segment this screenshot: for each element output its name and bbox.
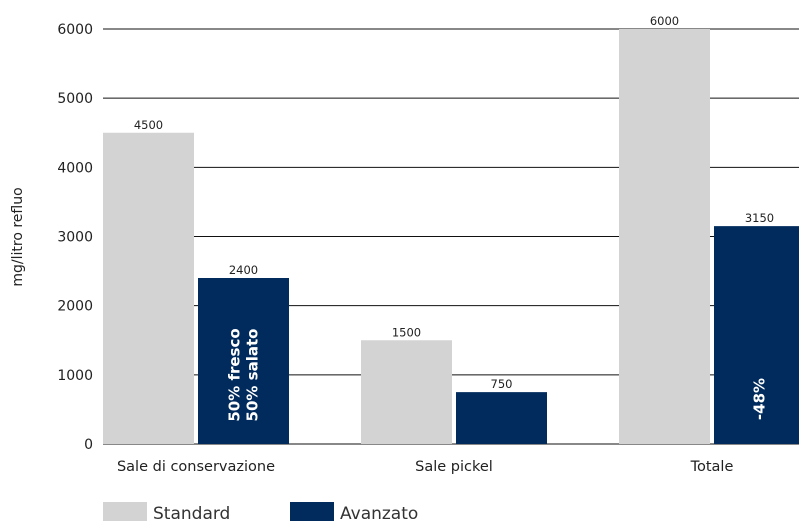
value-labels: 4500 2400 1500 750 6000 3150 — [134, 14, 774, 391]
annotation-text: -48% — [751, 378, 769, 420]
y-tick-label: 4000 — [57, 160, 93, 176]
legend-label: Standard — [153, 504, 230, 521]
bar-standard-2 — [619, 29, 710, 444]
bars — [103, 29, 799, 444]
bar-annotations: 50% fresco 50% salato -48% — [226, 328, 769, 421]
y-axis-ticks: 0 1000 2000 3000 4000 5000 6000 — [57, 22, 93, 453]
bar-avanzato-2 — [714, 226, 799, 444]
legend-swatch-avanzato — [290, 502, 334, 521]
bar-annotation: 50% fresco 50% salato — [226, 328, 262, 421]
y-tick-label: 6000 — [57, 22, 93, 38]
y-tick-label: 2000 — [57, 299, 93, 315]
data-label: 1500 — [392, 325, 421, 339]
bar-standard-1 — [361, 340, 452, 444]
annotation-text: 50% fresco — [226, 328, 244, 421]
legend-label: Avanzato — [340, 504, 418, 521]
data-label: 6000 — [650, 14, 679, 28]
x-category-label: Sale di conservazione — [117, 459, 275, 475]
y-tick-label: 1000 — [57, 368, 93, 384]
y-tick-label: 3000 — [57, 230, 93, 246]
bar-avanzato-0 — [198, 278, 289, 444]
bar-avanzato-1 — [456, 392, 547, 444]
data-label: 4500 — [134, 118, 163, 132]
x-category-label: Totale — [690, 459, 734, 475]
legend: Standard Avanzato — [103, 502, 418, 521]
bar-standard-0 — [103, 132, 194, 444]
y-axis-title: mg/litro refluo — [10, 187, 26, 286]
data-label: 750 — [491, 377, 513, 391]
bar-annotation: -48% — [751, 378, 769, 420]
legend-swatch-standard — [103, 502, 147, 521]
y-tick-label: 5000 — [57, 91, 93, 107]
x-axis-categories: Sale di conservazione Sale pickel Totale — [117, 459, 733, 475]
annotation-text: 50% salato — [244, 329, 262, 422]
data-label: 3150 — [745, 211, 774, 225]
data-label: 2400 — [229, 263, 258, 277]
y-tick-label: 0 — [84, 437, 93, 453]
x-category-label: Sale pickel — [415, 459, 493, 475]
